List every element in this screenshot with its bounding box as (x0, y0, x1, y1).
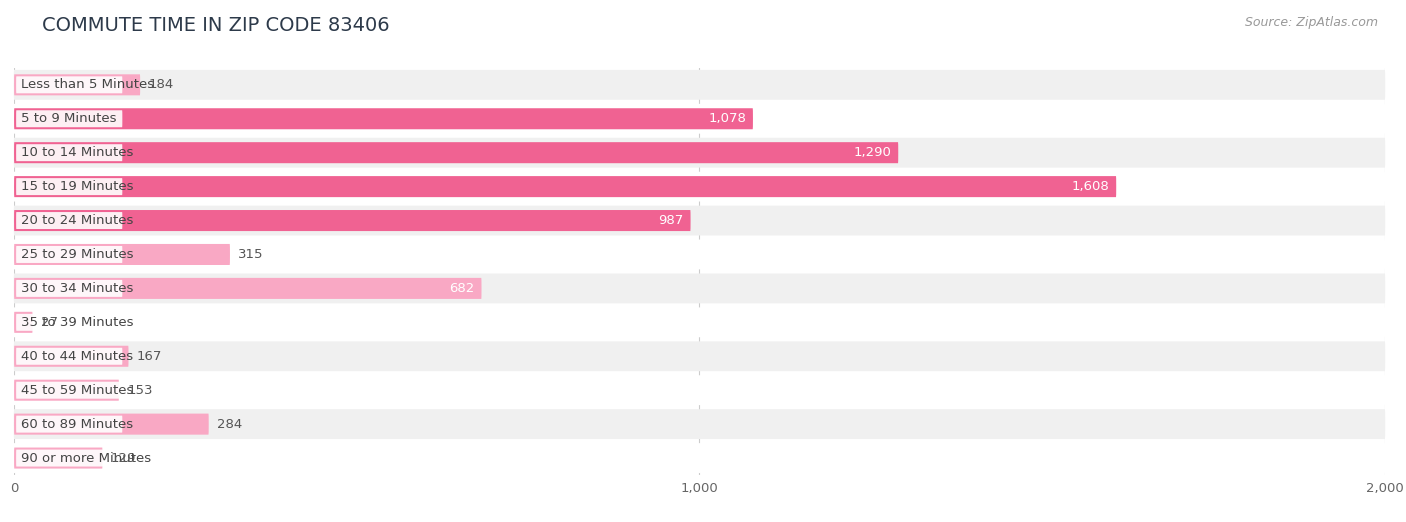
FancyBboxPatch shape (14, 341, 1385, 371)
FancyBboxPatch shape (14, 244, 231, 265)
FancyBboxPatch shape (14, 210, 690, 231)
Text: 25 to 29 Minutes: 25 to 29 Minutes (21, 248, 134, 261)
FancyBboxPatch shape (14, 413, 208, 435)
FancyBboxPatch shape (14, 138, 1385, 168)
FancyBboxPatch shape (14, 104, 1385, 134)
FancyBboxPatch shape (14, 346, 128, 367)
FancyBboxPatch shape (15, 178, 122, 195)
Text: 20 to 24 Minutes: 20 to 24 Minutes (21, 214, 134, 227)
Text: 682: 682 (450, 282, 475, 295)
Text: 60 to 89 Minutes: 60 to 89 Minutes (21, 418, 134, 431)
Text: 129: 129 (111, 452, 136, 465)
FancyBboxPatch shape (15, 144, 122, 161)
FancyBboxPatch shape (14, 409, 1385, 439)
FancyBboxPatch shape (15, 449, 122, 467)
FancyBboxPatch shape (14, 379, 120, 401)
Text: 30 to 34 Minutes: 30 to 34 Minutes (21, 282, 134, 295)
FancyBboxPatch shape (14, 307, 1385, 337)
FancyBboxPatch shape (14, 74, 141, 96)
Text: 315: 315 (238, 248, 264, 261)
Text: 40 to 44 Minutes: 40 to 44 Minutes (21, 350, 134, 363)
Text: 27: 27 (41, 316, 58, 329)
Text: 5 to 9 Minutes: 5 to 9 Minutes (21, 112, 117, 125)
Text: 1,290: 1,290 (853, 146, 891, 159)
FancyBboxPatch shape (14, 206, 1385, 235)
Text: 45 to 59 Minutes: 45 to 59 Minutes (21, 384, 134, 397)
FancyBboxPatch shape (14, 443, 1385, 473)
FancyBboxPatch shape (15, 314, 122, 331)
Text: 35 to 39 Minutes: 35 to 39 Minutes (21, 316, 134, 329)
FancyBboxPatch shape (14, 447, 103, 469)
FancyBboxPatch shape (15, 246, 122, 263)
Text: Source: ZipAtlas.com: Source: ZipAtlas.com (1244, 16, 1378, 29)
FancyBboxPatch shape (15, 382, 122, 399)
Text: Less than 5 Minutes: Less than 5 Minutes (21, 78, 155, 91)
Text: 15 to 19 Minutes: 15 to 19 Minutes (21, 180, 134, 193)
FancyBboxPatch shape (14, 108, 754, 129)
Text: 167: 167 (136, 350, 162, 363)
FancyBboxPatch shape (15, 348, 122, 365)
Text: 284: 284 (217, 418, 242, 431)
FancyBboxPatch shape (15, 76, 122, 93)
FancyBboxPatch shape (15, 110, 122, 127)
FancyBboxPatch shape (14, 375, 1385, 405)
Text: 1,608: 1,608 (1071, 180, 1109, 193)
FancyBboxPatch shape (15, 280, 122, 297)
Text: COMMUTE TIME IN ZIP CODE 83406: COMMUTE TIME IN ZIP CODE 83406 (42, 16, 389, 34)
FancyBboxPatch shape (14, 142, 898, 163)
Text: 184: 184 (149, 78, 174, 91)
Text: 1,078: 1,078 (709, 112, 747, 125)
FancyBboxPatch shape (14, 312, 32, 333)
FancyBboxPatch shape (15, 212, 122, 229)
Text: 10 to 14 Minutes: 10 to 14 Minutes (21, 146, 134, 159)
FancyBboxPatch shape (14, 278, 481, 299)
Text: 153: 153 (127, 384, 153, 397)
FancyBboxPatch shape (14, 240, 1385, 269)
Text: 90 or more Minutes: 90 or more Minutes (21, 452, 150, 465)
FancyBboxPatch shape (14, 172, 1385, 201)
FancyBboxPatch shape (14, 176, 1116, 197)
FancyBboxPatch shape (14, 274, 1385, 303)
FancyBboxPatch shape (14, 70, 1385, 100)
FancyBboxPatch shape (15, 416, 122, 433)
Text: 987: 987 (658, 214, 683, 227)
